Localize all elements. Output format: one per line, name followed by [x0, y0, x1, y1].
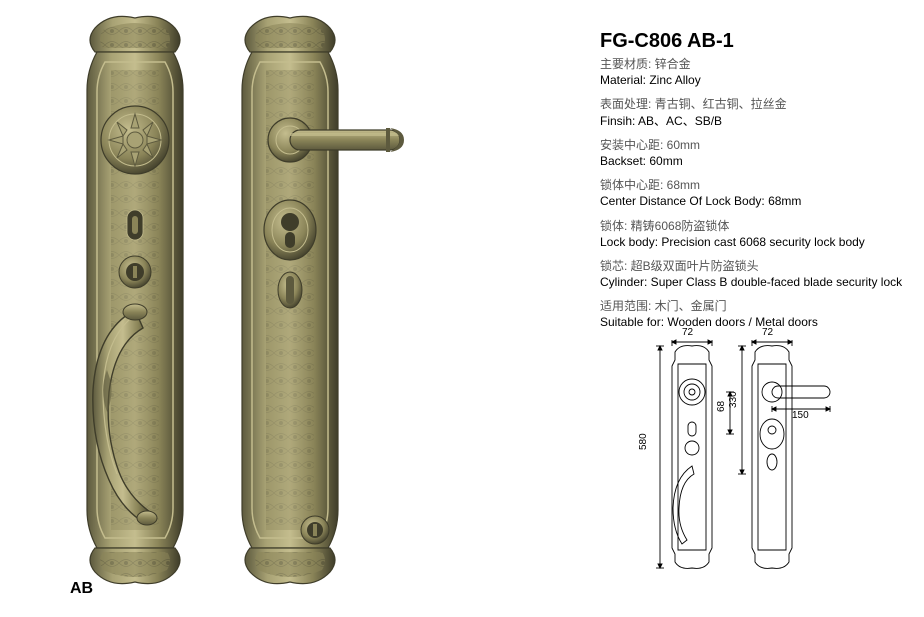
dim-label: 68 — [716, 401, 727, 412]
spec-cn: 锁芯: 超B级双面叶片防盗锁头 — [600, 258, 910, 274]
spec-block: FG-C806 AB-1 主要材质: 锌合金 Material: Zinc Al… — [600, 30, 910, 339]
spec-row: 适用范围: 木门、金属门 Suitable for: Wooden doors … — [600, 298, 910, 330]
product-model: FG-C806 AB-1 — [600, 30, 910, 53]
spec-row: 主要材质: 锌合金 Material: Zinc Alloy — [600, 56, 910, 88]
spec-en: Lock body: Precision cast 6068 security … — [600, 234, 910, 250]
spare-cylinder — [301, 516, 329, 544]
spec-cn: 主要材质: 锌合金 — [600, 56, 910, 72]
technical-drawing: 72 72 580 150 330 68 — [620, 330, 910, 590]
spec-cn: 锁体中心距: 68mm — [600, 177, 910, 193]
dim-label: 72 — [682, 327, 693, 338]
spec-en: Center Distance Of Lock Body: 68mm — [600, 193, 910, 209]
spec-cn: 锁体: 精铸6068防盗锁体 — [600, 218, 910, 234]
spec-cn: 表面处理: 青古铜、红古铜、拉丝金 — [600, 96, 910, 112]
back-escutcheon — [242, 16, 404, 583]
spec-row: 表面处理: 青古铜、红古铜、拉丝金 Finsih: AB、AC、SB/B — [600, 96, 910, 128]
spec-en: Cylinder: Super Class B double-faced bla… — [600, 274, 910, 290]
dim-label: 150 — [792, 410, 809, 421]
spec-cn: 适用范围: 木门、金属门 — [600, 298, 910, 314]
dim-label: 330 — [728, 391, 739, 408]
finish-label: AB — [70, 580, 93, 598]
front-escutcheon — [87, 16, 183, 583]
spec-row: 锁体中心距: 68mm Center Distance Of Lock Body… — [600, 177, 910, 209]
spec-en: Finsih: AB、AC、SB/B — [600, 113, 910, 129]
spec-cn: 安装中心距: 60mm — [600, 137, 910, 153]
spec-en: Backset: 60mm — [600, 153, 910, 169]
spec-en: Suitable for: Wooden doors / Metal doors — [600, 314, 910, 330]
spec-row: 锁体: 精铸6068防盗锁体 Lock body: Precision cast… — [600, 218, 910, 250]
dim-label: 72 — [762, 327, 773, 338]
dim-label: 580 — [638, 433, 649, 450]
spec-en: Material: Zinc Alloy — [600, 72, 910, 88]
spec-row: 锁芯: 超B级双面叶片防盗锁头 Cylinder: Super Class B … — [600, 258, 910, 290]
product-photo — [35, 10, 425, 590]
spec-row: 安装中心距: 60mm Backset: 60mm — [600, 137, 910, 169]
